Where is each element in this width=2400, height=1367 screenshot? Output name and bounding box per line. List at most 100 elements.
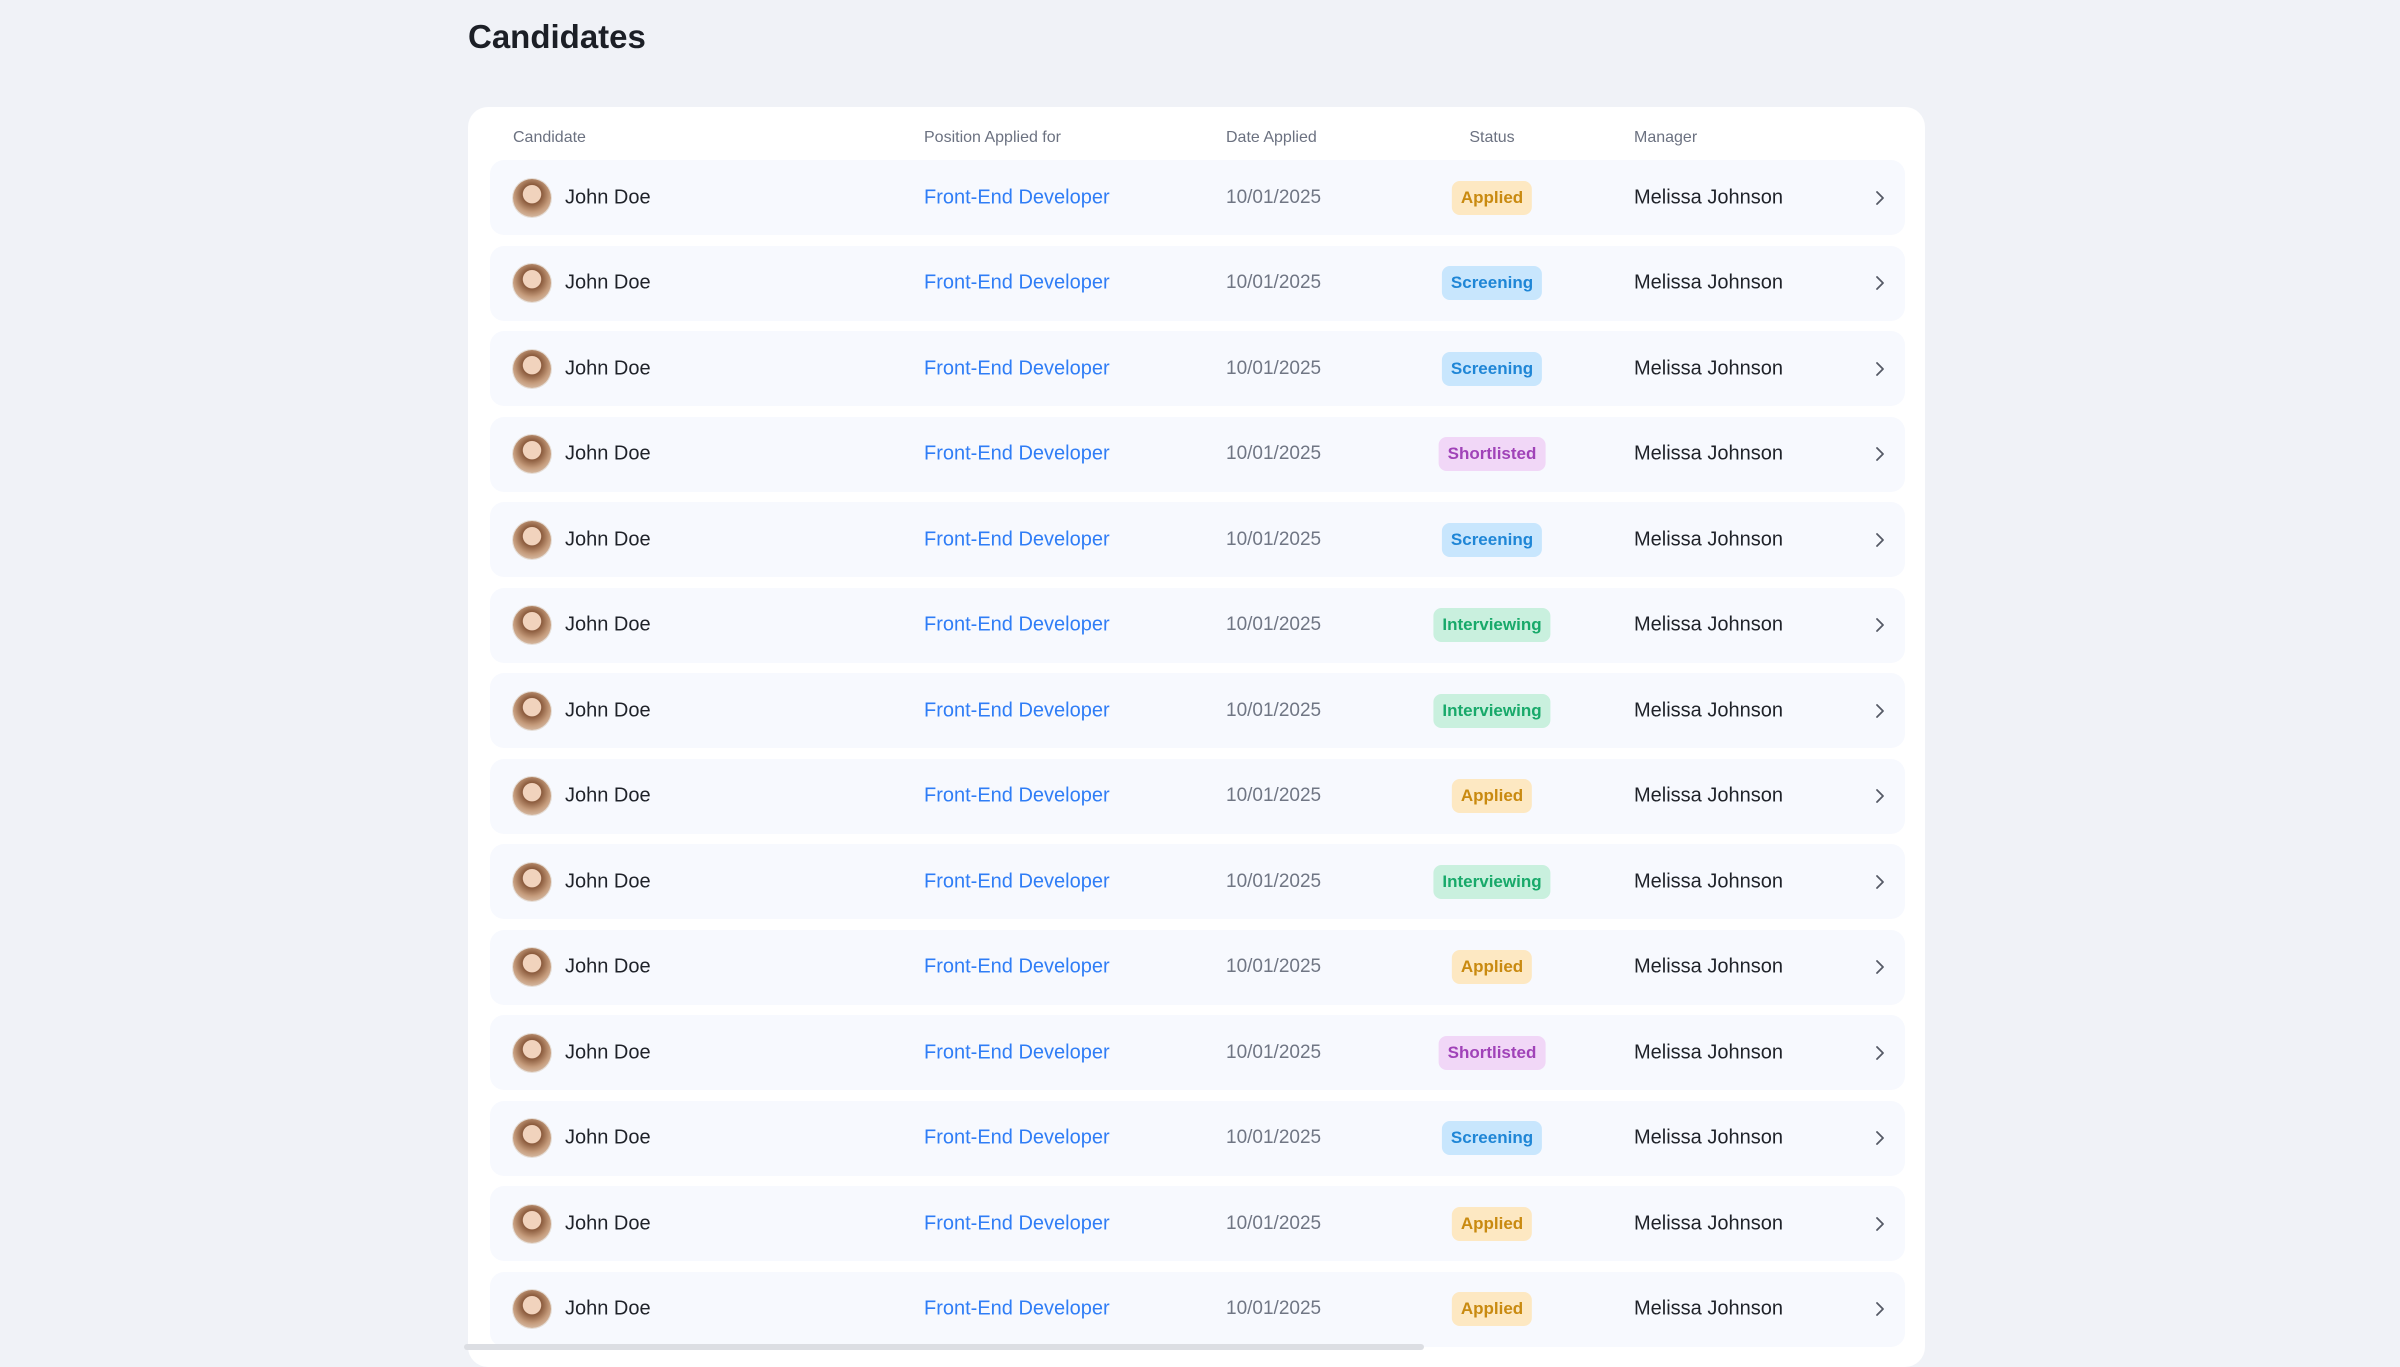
candidate-name: John Doe	[565, 955, 651, 978]
manager-name: Melissa Johnson	[1634, 870, 1783, 892]
candidate-name: John Doe	[565, 613, 651, 636]
status-badge: Applied	[1451, 1206, 1533, 1241]
manager-name: Melissa Johnson	[1634, 1297, 1783, 1320]
header-date: Date Applied	[1226, 129, 1317, 146]
status-badge: Screening	[1441, 351, 1543, 386]
position-link[interactable]: Front-End Developer	[924, 1212, 1110, 1234]
manager-name: Melissa Johnson	[1634, 955, 1783, 978]
avatar	[513, 264, 551, 302]
position-link[interactable]: Front-End Developer	[924, 1297, 1110, 1320]
chevron-right-icon[interactable]	[1870, 1128, 1890, 1148]
chevron-right-icon[interactable]	[1870, 359, 1890, 379]
table-row[interactable]: John Doe Front-End Developer 10/01/2025 App…	[490, 929, 1905, 1005]
date-applied: 10/01/2025	[1226, 1298, 1322, 1319]
date-applied: 10/01/2025	[1226, 870, 1322, 892]
header-candidate: Candidate	[513, 129, 586, 146]
avatar	[513, 1033, 551, 1072]
table-row[interactable]: John Doe Front-End Developer 10/01/2025 App…	[490, 160, 1905, 235]
manager-name: Melissa Johnson	[1634, 186, 1783, 208]
chevron-right-icon[interactable]	[1870, 701, 1890, 721]
avatar	[513, 178, 551, 217]
candidate-name: John Doe	[565, 870, 651, 892]
position-link[interactable]: Front-End Developer	[924, 784, 1110, 807]
avatar	[513, 1290, 551, 1328]
candidate-name: John Doe	[565, 442, 651, 465]
candidate-name: John Doe	[565, 699, 651, 721]
date-applied: 10/01/2025	[1226, 528, 1322, 550]
table-row[interactable]: John Doe Front-End Developer 10/01/2025 Sho…	[490, 416, 1905, 492]
date-applied: 10/01/2025	[1226, 614, 1322, 635]
avatar	[513, 435, 551, 473]
table-row[interactable]: John Doe Front-End Developer 10/01/2025 Int…	[490, 844, 1905, 919]
table-row[interactable]: John Doe Front-End Developer 10/01/2025 Int…	[490, 587, 1905, 663]
page-title: Candidates	[468, 18, 646, 55]
avatar	[513, 520, 551, 559]
position-link[interactable]: Front-End Developer	[924, 1041, 1110, 1063]
chevron-right-icon[interactable]	[1870, 444, 1890, 464]
candidate-name: John Doe	[565, 528, 651, 550]
table-row[interactable]: John Doe Front-End Developer 10/01/2025 App…	[490, 1186, 1905, 1261]
manager-name: Melissa Johnson	[1634, 784, 1783, 807]
chevron-right-icon[interactable]	[1870, 957, 1890, 977]
date-applied: 10/01/2025	[1226, 1212, 1322, 1234]
manager-name: Melissa Johnson	[1634, 271, 1783, 294]
position-link[interactable]: Front-End Developer	[924, 955, 1110, 978]
table-row[interactable]: John Doe Front-End Developer 10/01/2025 Scr…	[490, 245, 1905, 321]
status-badge: Shortlisted	[1438, 437, 1546, 471]
horizontal-scrollbar[interactable]	[464, 1344, 1424, 1350]
table-row[interactable]: John Doe Front-End Developer 10/01/2025 Scr…	[490, 502, 1905, 577]
position-link[interactable]: Front-End Developer	[924, 870, 1110, 892]
status-badge: Screening	[1441, 266, 1543, 300]
table-row[interactable]: John Doe Front-End Developer 10/01/2025 Scr…	[490, 1100, 1905, 1176]
avatar	[513, 948, 551, 986]
position-link[interactable]: Front-End Developer	[924, 699, 1110, 721]
date-applied: 10/01/2025	[1226, 956, 1322, 977]
chevron-right-icon[interactable]	[1870, 872, 1890, 892]
avatar	[513, 691, 551, 730]
date-applied: 10/01/2025	[1226, 357, 1322, 379]
manager-name: Melissa Johnson	[1634, 699, 1783, 721]
table-row[interactable]: John Doe Front-End Developer 10/01/2025 Sho…	[490, 1015, 1905, 1090]
date-applied: 10/01/2025	[1226, 272, 1322, 293]
table-body: John Doe Front-End Developer 10/01/2025 App…	[490, 160, 1905, 1357]
chevron-right-icon[interactable]	[1870, 188, 1890, 208]
status-badge: Shortlisted	[1438, 1035, 1546, 1070]
chevron-right-icon[interactable]	[1870, 530, 1890, 550]
date-applied: 10/01/2025	[1226, 186, 1322, 208]
manager-name: Melissa Johnson	[1634, 442, 1783, 465]
chevron-right-icon[interactable]	[1870, 615, 1890, 635]
position-link[interactable]: Front-End Developer	[924, 613, 1110, 636]
manager-name: Melissa Johnson	[1634, 357, 1783, 379]
manager-name: Melissa Johnson	[1634, 613, 1783, 636]
status-badge: Applied	[1451, 779, 1533, 813]
header-position: Position Applied for	[924, 129, 1061, 146]
table-row[interactable]: John Doe Front-End Developer 10/01/2025 Int…	[490, 673, 1905, 748]
manager-name: Melissa Johnson	[1634, 528, 1783, 550]
chevron-right-icon[interactable]	[1870, 786, 1890, 806]
position-link[interactable]: Front-End Developer	[924, 271, 1110, 294]
table-row[interactable]: John Doe Front-End Developer 10/01/2025 App…	[490, 1271, 1905, 1347]
chevron-right-icon[interactable]	[1870, 273, 1890, 293]
position-link[interactable]: Front-End Developer	[924, 1126, 1110, 1149]
header-status: Status	[1469, 129, 1515, 146]
avatar	[513, 862, 551, 901]
position-link[interactable]: Front-End Developer	[924, 528, 1110, 550]
date-applied: 10/01/2025	[1226, 1127, 1322, 1148]
manager-name: Melissa Johnson	[1634, 1126, 1783, 1149]
date-applied: 10/01/2025	[1226, 443, 1322, 464]
candidate-name: John Doe	[565, 357, 651, 379]
chevron-right-icon[interactable]	[1870, 1043, 1890, 1063]
chevron-right-icon[interactable]	[1870, 1299, 1890, 1319]
candidate-name: John Doe	[565, 1041, 651, 1063]
avatar	[513, 1204, 551, 1243]
position-link[interactable]: Front-End Developer	[924, 186, 1110, 208]
position-link[interactable]: Front-End Developer	[924, 357, 1110, 379]
status-badge: Applied	[1451, 180, 1533, 215]
status-badge: Interviewing	[1433, 693, 1551, 728]
table-row[interactable]: John Doe Front-End Developer 10/01/2025 Scr…	[490, 331, 1905, 406]
candidate-name: John Doe	[565, 1126, 651, 1149]
table-row[interactable]: John Doe Front-End Developer 10/01/2025 App…	[490, 758, 1905, 834]
chevron-right-icon[interactable]	[1870, 1214, 1890, 1234]
status-badge: Applied	[1451, 950, 1533, 984]
position-link[interactable]: Front-End Developer	[924, 442, 1110, 465]
